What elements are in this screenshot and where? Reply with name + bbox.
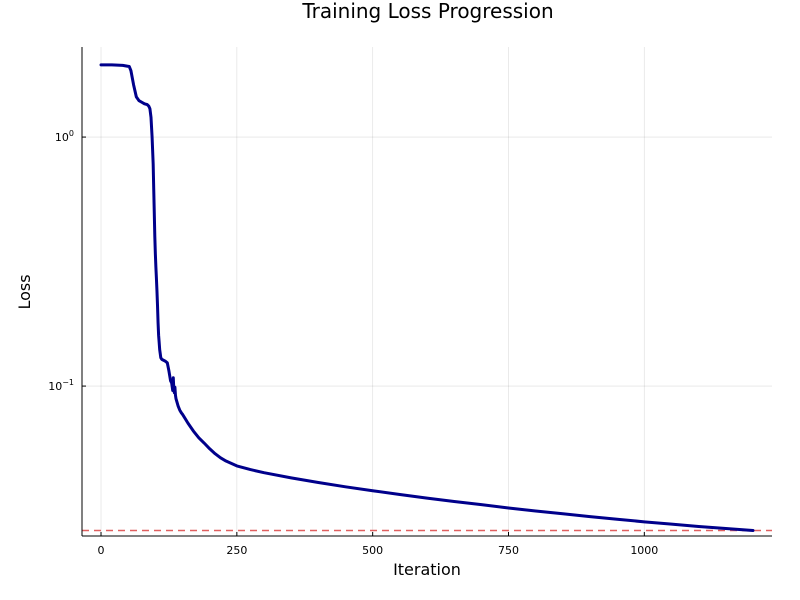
chart-title: Training Loss Progression bbox=[301, 0, 553, 23]
loss-series-line bbox=[99, 63, 755, 533]
grid bbox=[82, 47, 772, 536]
x-ticks: 0 250 500 750 1000 bbox=[98, 532, 658, 557]
x-tick-label: 0 bbox=[98, 544, 105, 557]
y-tick-label: 100 bbox=[55, 129, 74, 144]
y-axis-label: Loss bbox=[15, 274, 34, 309]
x-tick-label: 1000 bbox=[630, 544, 658, 557]
x-tick-label: 750 bbox=[498, 544, 519, 557]
x-tick-label: 500 bbox=[362, 544, 383, 557]
y-ticks: 100 10−1 bbox=[48, 129, 86, 393]
axes bbox=[81, 47, 772, 537]
series-layer bbox=[99, 63, 755, 533]
x-tick-label: 250 bbox=[226, 544, 247, 557]
y-tick-label: 10−1 bbox=[48, 378, 74, 393]
x-axis-label: Iteration bbox=[393, 560, 461, 579]
